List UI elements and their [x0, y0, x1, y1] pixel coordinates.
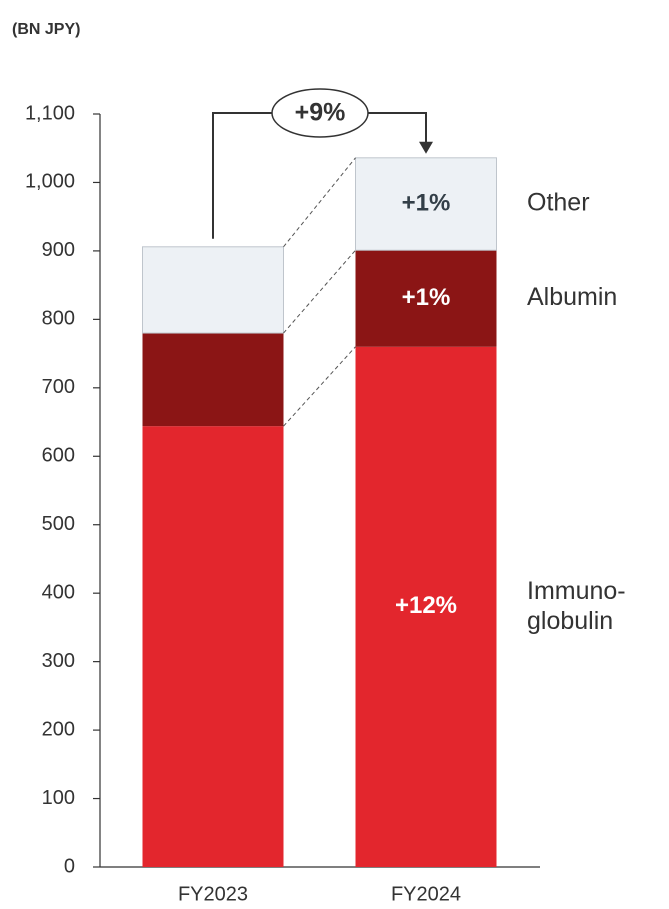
legend-line: globulin — [527, 606, 613, 634]
y-tick-label: 700 — [42, 376, 75, 398]
y-tick-label: 800 — [42, 308, 75, 330]
legend-label: Other — [527, 189, 590, 217]
y-tick-label: 100 — [42, 787, 75, 809]
unit-label: (BN JPY) — [12, 21, 80, 38]
x-tick-label: FY2024 — [391, 883, 461, 905]
bar-segment — [355, 346, 497, 867]
y-tick-label: 1,000 — [25, 171, 75, 193]
bar-segment — [355, 157, 497, 251]
y-tick-label: 0 — [64, 855, 75, 877]
bar-segment — [142, 246, 284, 334]
y-tick-label: 200 — [42, 718, 75, 740]
y-tick-label: 400 — [42, 581, 75, 603]
y-tick-label: 300 — [42, 650, 75, 672]
y-tick-label: 500 — [42, 513, 75, 535]
legend-line: Immuno- — [527, 576, 626, 604]
growth-label: +12% — [395, 592, 457, 619]
total-growth-label: +9% — [295, 99, 346, 127]
legend-label: Albumin — [527, 283, 617, 311]
growth-label: +1% — [402, 284, 451, 311]
bar-segment — [355, 250, 497, 347]
y-tick-label: 600 — [42, 445, 75, 467]
connector — [283, 249, 356, 334]
bar-segment — [142, 333, 284, 427]
growth-label: +1% — [402, 189, 451, 216]
connector — [283, 346, 356, 427]
growth-bubble — [271, 88, 369, 138]
y-tick-label: 1,100 — [25, 102, 75, 124]
y-tick-label: 900 — [42, 239, 75, 261]
bar-segment — [142, 426, 284, 867]
connector — [283, 157, 356, 248]
x-tick-label: FY2023 — [178, 883, 248, 905]
legend-label: Immuno-globulin — [527, 576, 626, 634]
arrow-head — [419, 141, 433, 154]
